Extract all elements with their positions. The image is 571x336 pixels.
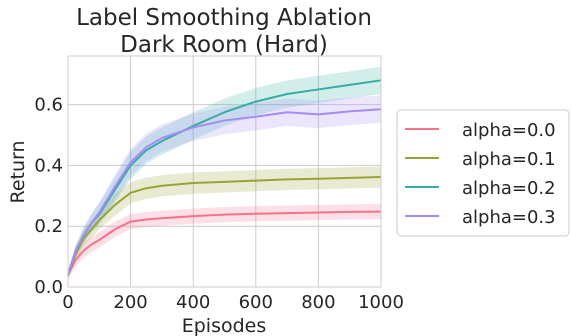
band-series-2: [68, 66, 381, 280]
x-axis-ticks: 0 200 400 600 800 1000: [62, 292, 404, 313]
y-tick-label: 0.6: [34, 95, 63, 116]
plot-area-frame: [67, 55, 382, 288]
x-tick-label: 400: [176, 292, 210, 313]
x-axis-label: Episodes: [182, 315, 267, 336]
legend-label-1: alpha=0.1: [462, 149, 556, 170]
x-tick-label: 800: [301, 292, 335, 313]
legend-frame: [396, 109, 570, 237]
band-series-0: [68, 204, 381, 280]
legend-label-3: alpha=0.3: [462, 207, 556, 228]
x-tick-label: 1000: [358, 292, 404, 313]
chart-title-line-2: Dark Room (Hard): [120, 32, 328, 58]
legend-label-2: alpha=0.2: [462, 178, 556, 199]
line-series-1: [67, 175, 382, 276]
line-series-3: [67, 108, 382, 276]
band-series-3: [68, 95, 381, 280]
chart-title-line-1: Label Smoothing Ablation: [76, 5, 372, 31]
legend-label-0: alpha=0.0: [462, 120, 556, 141]
y-tick-label: 0.0: [34, 277, 63, 298]
x-tick-label: 200: [113, 292, 147, 313]
y-tick-label: 0.2: [34, 216, 63, 237]
x-tick-label: 0: [62, 292, 73, 313]
band-series-1: [68, 166, 381, 280]
legend: alpha=0.0 alpha=0.1 alpha=0.2 alpha=0.3: [396, 109, 570, 237]
series-lines: [67, 79, 382, 276]
chart-title: Label Smoothing Ablation Dark Room (Hard…: [76, 5, 372, 58]
y-axis-label: Return: [7, 140, 29, 203]
confidence-bands: [68, 66, 381, 280]
y-tick-label: 0.4: [34, 155, 63, 176]
y-axis-ticks: 0.0 0.2 0.4 0.6: [34, 95, 63, 298]
line-series-0: [67, 210, 382, 276]
x-tick-label: 600: [239, 292, 273, 313]
